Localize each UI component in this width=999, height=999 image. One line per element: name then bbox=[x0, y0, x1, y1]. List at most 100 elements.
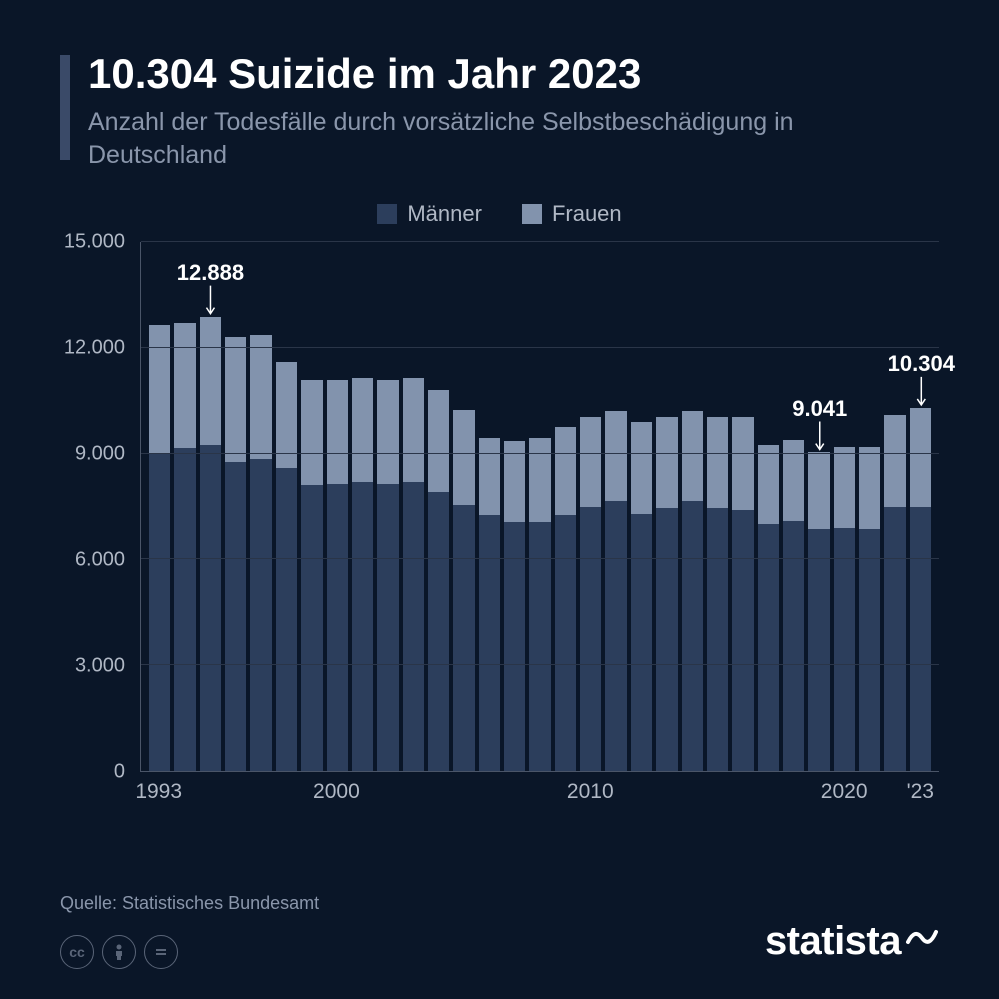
bar-segment-women bbox=[808, 452, 829, 529]
bar-segment-men bbox=[225, 462, 246, 771]
legend-swatch-men bbox=[377, 204, 397, 224]
bar-segment-men bbox=[428, 492, 449, 771]
bar-column bbox=[656, 242, 677, 771]
bar-segment-women bbox=[174, 323, 195, 448]
bar-segment-women bbox=[352, 378, 373, 482]
bar-segment-men bbox=[580, 507, 601, 772]
bar-segment-men bbox=[707, 508, 728, 771]
bar-segment-men bbox=[276, 468, 297, 771]
bar-column bbox=[428, 242, 449, 771]
bar-column bbox=[707, 242, 728, 771]
source-text: Quelle: Statistisches Bundesamt bbox=[60, 893, 319, 914]
bar-segment-men bbox=[453, 505, 474, 771]
bar-segment-women bbox=[555, 427, 576, 515]
bar-column bbox=[910, 242, 931, 771]
bar-column bbox=[301, 242, 322, 771]
annotation-label: 10.304 bbox=[881, 351, 961, 377]
bar-column bbox=[174, 242, 195, 771]
bar-segment-women bbox=[884, 415, 905, 507]
bar-segment-women bbox=[149, 325, 170, 454]
bar-segment-women bbox=[732, 417, 753, 510]
bar-segment-men bbox=[758, 524, 779, 771]
gridline bbox=[141, 453, 939, 454]
bar-column bbox=[504, 242, 525, 771]
bar-column bbox=[403, 242, 424, 771]
bar-segment-men bbox=[808, 529, 829, 771]
bar-segment-men bbox=[301, 485, 322, 771]
bar-segment-women bbox=[758, 445, 779, 524]
bar-column bbox=[250, 242, 271, 771]
bars-container bbox=[149, 242, 931, 771]
y-tick-label: 6.000 bbox=[75, 549, 125, 572]
bar-segment-women bbox=[859, 447, 880, 530]
bar-column bbox=[479, 242, 500, 771]
bar-segment-women bbox=[200, 317, 221, 445]
x-tick-label: 1993 bbox=[135, 780, 182, 804]
bar-segment-men bbox=[859, 529, 880, 771]
bar-segment-men bbox=[605, 501, 626, 771]
legend-label-men: Männer bbox=[407, 201, 482, 227]
bar-segment-men bbox=[529, 522, 550, 771]
x-axis: 1993200020102020'23 bbox=[140, 772, 939, 812]
x-tick-label: 2020 bbox=[821, 780, 868, 804]
legend: Männer Frauen bbox=[0, 201, 999, 227]
bar-column bbox=[758, 242, 779, 771]
bar-segment-men bbox=[250, 459, 271, 771]
bar-column bbox=[276, 242, 297, 771]
bar-segment-women bbox=[377, 380, 398, 484]
x-tick-label: 2010 bbox=[567, 780, 614, 804]
bar-column bbox=[352, 242, 373, 771]
bar-segment-women bbox=[682, 411, 703, 501]
cc-icon: cc bbox=[60, 935, 94, 969]
bar-column bbox=[808, 242, 829, 771]
x-tick-label: 2000 bbox=[313, 780, 360, 804]
bar-segment-women bbox=[301, 380, 322, 486]
y-axis: 03.0006.0009.00012.00015.000 bbox=[60, 242, 135, 772]
header: 10.304 Suizide im Jahr 2023 Anzahl der T… bbox=[0, 0, 999, 191]
brand-logo: statista bbox=[765, 919, 939, 964]
bar-column bbox=[149, 242, 170, 771]
bar-segment-men bbox=[834, 528, 855, 771]
bar-segment-men bbox=[732, 510, 753, 771]
bar-segment-men bbox=[910, 507, 931, 772]
plot: 12.8889.04110.304 bbox=[140, 242, 939, 772]
chart-subtitle: Anzahl der Todesfälle durch vorsätzliche… bbox=[88, 106, 939, 171]
bar-segment-men bbox=[327, 484, 348, 771]
x-tick-label: '23 bbox=[907, 780, 934, 804]
bar-segment-men bbox=[884, 507, 905, 772]
bar-column bbox=[580, 242, 601, 771]
brand-wave-icon bbox=[905, 919, 939, 964]
annotation-label: 9.041 bbox=[780, 396, 860, 422]
bar-segment-women bbox=[605, 411, 626, 501]
bar-column bbox=[327, 242, 348, 771]
bar-segment-women bbox=[834, 447, 855, 528]
bar-segment-men bbox=[352, 482, 373, 771]
bar-segment-men bbox=[174, 448, 195, 771]
legend-label-women: Frauen bbox=[552, 201, 622, 227]
bar-segment-men bbox=[200, 445, 221, 771]
bar-segment-women bbox=[428, 390, 449, 492]
bar-segment-men bbox=[149, 454, 170, 771]
annotation-label: 12.888 bbox=[170, 260, 250, 286]
bar-column bbox=[884, 242, 905, 771]
y-tick-label: 3.000 bbox=[75, 655, 125, 678]
gridline bbox=[141, 558, 939, 559]
by-icon bbox=[102, 935, 136, 969]
bar-column bbox=[377, 242, 398, 771]
bar-segment-men bbox=[631, 514, 652, 771]
footer: Quelle: Statistisches Bundesamt statista bbox=[60, 893, 939, 964]
y-tick-label: 12.000 bbox=[64, 337, 125, 360]
bar-column bbox=[453, 242, 474, 771]
chart-title: 10.304 Suizide im Jahr 2023 bbox=[88, 50, 939, 98]
bar-column bbox=[200, 242, 221, 771]
bar-segment-women bbox=[453, 410, 474, 505]
bar-segment-women bbox=[656, 417, 677, 509]
bar-segment-men bbox=[682, 501, 703, 771]
bar-segment-men bbox=[377, 484, 398, 771]
y-tick-label: 9.000 bbox=[75, 443, 125, 466]
bar-column bbox=[555, 242, 576, 771]
brand-text: statista bbox=[765, 919, 901, 964]
bar-segment-women bbox=[707, 417, 728, 509]
bar-segment-women bbox=[529, 438, 550, 523]
bar-segment-women bbox=[225, 337, 246, 462]
